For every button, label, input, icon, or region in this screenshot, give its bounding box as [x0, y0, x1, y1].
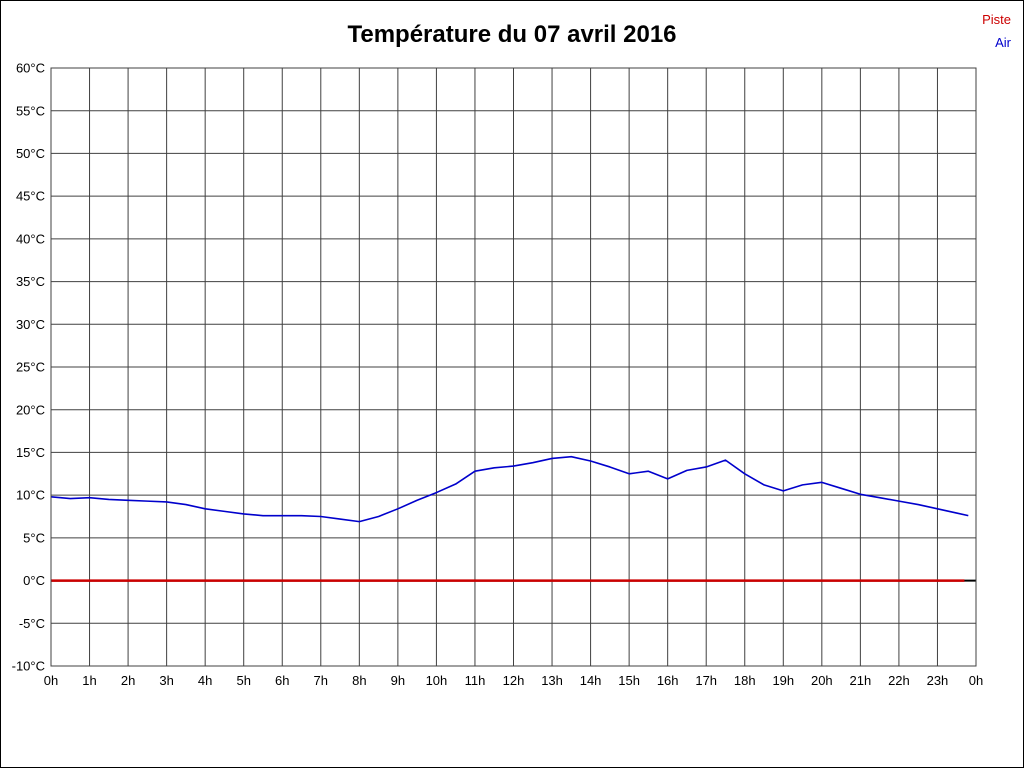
svg-text:17h: 17h — [695, 673, 717, 688]
svg-text:5°C: 5°C — [23, 530, 45, 545]
svg-text:7h: 7h — [314, 673, 328, 688]
svg-text:25°C: 25°C — [16, 360, 45, 375]
svg-text:13h: 13h — [541, 673, 563, 688]
legend-item-piste: Piste — [982, 12, 1011, 27]
plot-border — [50, 67, 977, 667]
svg-text:20°C: 20°C — [16, 402, 45, 417]
svg-text:45°C: 45°C — [16, 189, 45, 204]
svg-text:5h: 5h — [236, 673, 250, 688]
svg-text:22h: 22h — [888, 673, 910, 688]
svg-text:18h: 18h — [734, 673, 756, 688]
svg-text:0h: 0h — [969, 673, 983, 688]
svg-text:23h: 23h — [927, 673, 949, 688]
svg-text:21h: 21h — [850, 673, 872, 688]
svg-text:-10°C: -10°C — [12, 659, 45, 674]
svg-text:50°C: 50°C — [16, 146, 45, 161]
svg-text:-5°C: -5°C — [19, 616, 45, 631]
svg-text:15h: 15h — [618, 673, 640, 688]
legend-item-air: Air — [995, 35, 1011, 50]
svg-text:30°C: 30°C — [16, 317, 45, 332]
svg-text:14h: 14h — [580, 673, 602, 688]
svg-text:40°C: 40°C — [16, 231, 45, 246]
svg-text:4h: 4h — [198, 673, 212, 688]
svg-text:0h: 0h — [44, 673, 58, 688]
svg-text:19h: 19h — [772, 673, 794, 688]
svg-text:10h: 10h — [426, 673, 448, 688]
svg-text:35°C: 35°C — [16, 274, 45, 289]
svg-text:9h: 9h — [391, 673, 405, 688]
svg-text:1h: 1h — [82, 673, 96, 688]
chart-title: Température du 07 avril 2016 — [347, 21, 677, 48]
svg-text:8h: 8h — [352, 673, 366, 688]
svg-text:3h: 3h — [159, 673, 173, 688]
svg-text:16h: 16h — [657, 673, 679, 688]
svg-text:2h: 2h — [121, 673, 135, 688]
x-axis-labels: 0h 1h 2h 3h 4h 5h 6h 7h 8h 9h 10h 11h 12h 13h 14h 15h 16… — [44, 673, 983, 688]
svg-text:11h: 11h — [465, 673, 486, 688]
svg-text:20h: 20h — [811, 673, 833, 688]
air-line — [50, 455, 969, 523]
svg-text:10°C: 10°C — [16, 488, 45, 503]
svg-text:12h: 12h — [503, 673, 525, 688]
svg-text:15°C: 15°C — [16, 445, 45, 460]
svg-text:6h: 6h — [275, 673, 289, 688]
svg-text:60°C: 60°C — [16, 61, 45, 76]
legend: Piste Air — [982, 13, 1011, 59]
svg-text:0°C: 0°C — [23, 573, 45, 588]
svg-text:55°C: 55°C — [16, 103, 45, 118]
y-axis-labels: 60°C 55°C 50°C 45°C 40°C 35°C 30°C 25°C 20°C 15°C… — [12, 61, 45, 674]
grid-lines — [50, 67, 977, 667]
